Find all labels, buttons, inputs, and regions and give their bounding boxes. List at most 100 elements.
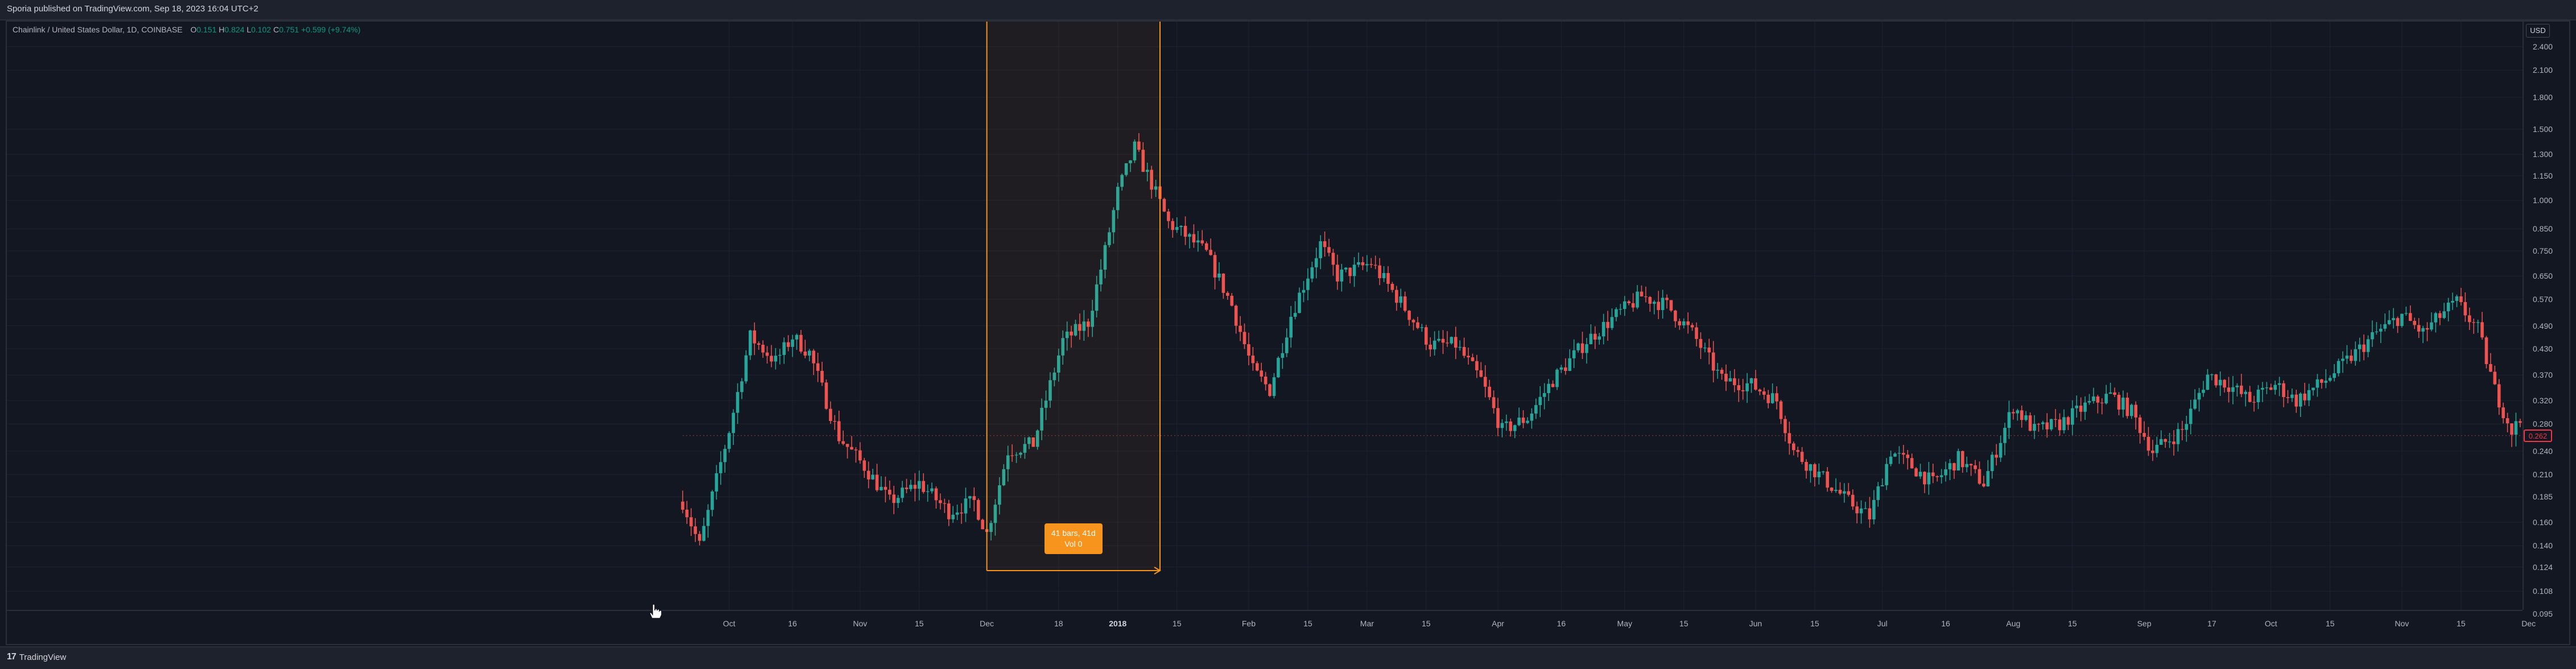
candle-up [2298, 393, 2302, 407]
candle-down [2223, 379, 2226, 388]
candle-up [1352, 265, 1356, 276]
measure-tooltip: 41 bars, 41d Vol 0 [1044, 523, 1103, 554]
candle-up [2311, 387, 2315, 390]
candle-down [829, 408, 832, 422]
candle-up [1188, 234, 1191, 237]
candle-down [2501, 407, 2505, 419]
candle-down [2282, 383, 2285, 397]
candle-down [2480, 322, 2484, 338]
candle-down [1787, 433, 1791, 444]
candle-up [2016, 410, 2020, 414]
candle-up [918, 481, 921, 489]
candle-up [1129, 160, 1132, 163]
candle-down [866, 470, 870, 480]
candle-up [2392, 318, 2395, 320]
candle-up [1728, 378, 1732, 382]
time-tick-label: Jun [1749, 619, 1762, 628]
price-tick-label: 0.750 [2533, 246, 2553, 256]
candle-up [1281, 353, 1285, 358]
candle-down [1167, 211, 1170, 221]
price-tick-label: 0.570 [2533, 294, 2553, 304]
candle-down [2413, 321, 2417, 325]
candle-down [1580, 343, 1584, 353]
candle-up [2007, 412, 2011, 428]
candle-down [2438, 313, 2442, 318]
time-scale[interactable]: Oct 16 Nov 15 Dec 18 2018 15 Feb 15 Mar 15 Apr 16 May 1… [7, 610, 2536, 645]
candle-down [2134, 404, 2137, 418]
candle-down [1390, 283, 1394, 290]
candle-up [2277, 383, 2281, 385]
candle-up [1044, 400, 1048, 408]
candle-up [1293, 313, 1297, 317]
tradingview-logo[interactable]: 17 TradingView [7, 652, 66, 662]
candle-up [2476, 322, 2480, 323]
candle-down [1162, 199, 1166, 212]
candle-down [824, 382, 828, 409]
time-tick-label: Oct [2264, 619, 2277, 628]
candle-up [807, 350, 811, 356]
candle-down [1826, 471, 1829, 488]
candle-down [2020, 410, 2024, 420]
candle-down [1509, 421, 1513, 431]
candle-up [2062, 417, 2066, 431]
candle-down [2519, 421, 2522, 423]
candle-down [1923, 472, 1926, 485]
candle-up [2231, 387, 2235, 392]
candle-up [1145, 170, 1149, 172]
candle-down [905, 488, 909, 489]
candle-up [2451, 300, 2454, 303]
symbol-legend: Chainlink / United States Dollar, 1D, CO… [13, 25, 361, 34]
time-tick-label: 15 [1303, 619, 1312, 628]
candle-up [2075, 406, 2079, 408]
time-tick-label: Mar [1360, 619, 1374, 628]
candle-up [1834, 490, 1838, 491]
candle-down [1813, 464, 1817, 477]
candle-up [1040, 407, 1043, 431]
candle-down [2303, 393, 2306, 400]
candle-up [1927, 472, 1931, 485]
candle-down [2409, 313, 2412, 321]
candle-down [1657, 302, 1660, 311]
candle-down [1268, 384, 1272, 397]
candle-up [1809, 464, 1813, 471]
currency-button[interactable]: USD [2526, 24, 2550, 38]
candle-down [1242, 332, 1246, 345]
candle-up [1344, 267, 1348, 270]
time-tick-label: 15 [2068, 619, 2077, 628]
candle-down [1378, 265, 1381, 278]
candle-down [2467, 315, 2471, 323]
time-tick-label: Feb [1241, 619, 1256, 628]
candle-down [1496, 408, 1500, 428]
candle-up [1095, 284, 1099, 311]
cursor-hand-icon [649, 604, 662, 619]
candle-up [1889, 456, 1893, 464]
candle-down [1606, 321, 1609, 328]
candle-up [1542, 393, 1546, 397]
candle-down [854, 449, 858, 451]
candle-down [1446, 342, 1449, 344]
candle-up [1547, 383, 1550, 393]
candle-down [812, 350, 815, 364]
candle-down [1425, 327, 1428, 345]
price-scale[interactable]: 2.400 2.100 1.800 1.500 1.300 1.150 1.000 0.850… [2523, 22, 2569, 618]
candle-down [976, 499, 980, 520]
candle-up [2202, 390, 2205, 393]
price-tick-label: 1.000 [2533, 196, 2553, 205]
candle-down [2117, 395, 2121, 410]
chart-plot-area[interactable] [7, 22, 2523, 610]
symbol-title[interactable]: Chainlink / United States Dollar, 1D, CO… [13, 25, 183, 34]
candle-up [2104, 394, 2108, 403]
candle-down [2362, 344, 2366, 352]
candle-down [1087, 321, 1090, 327]
price-tick-label: 1.300 [2533, 150, 2553, 159]
candle-up [1956, 451, 1960, 471]
candle-up [711, 491, 714, 510]
candle-up [715, 473, 719, 492]
candle-down [820, 370, 824, 383]
publication-caption: Sporia published on TradingView.com, Sep… [7, 4, 259, 14]
candle-up [2049, 419, 2053, 430]
candle-up [993, 505, 997, 523]
candle-up [1576, 343, 1580, 350]
candle-down [1644, 296, 1648, 298]
candle-down [1775, 393, 1778, 402]
